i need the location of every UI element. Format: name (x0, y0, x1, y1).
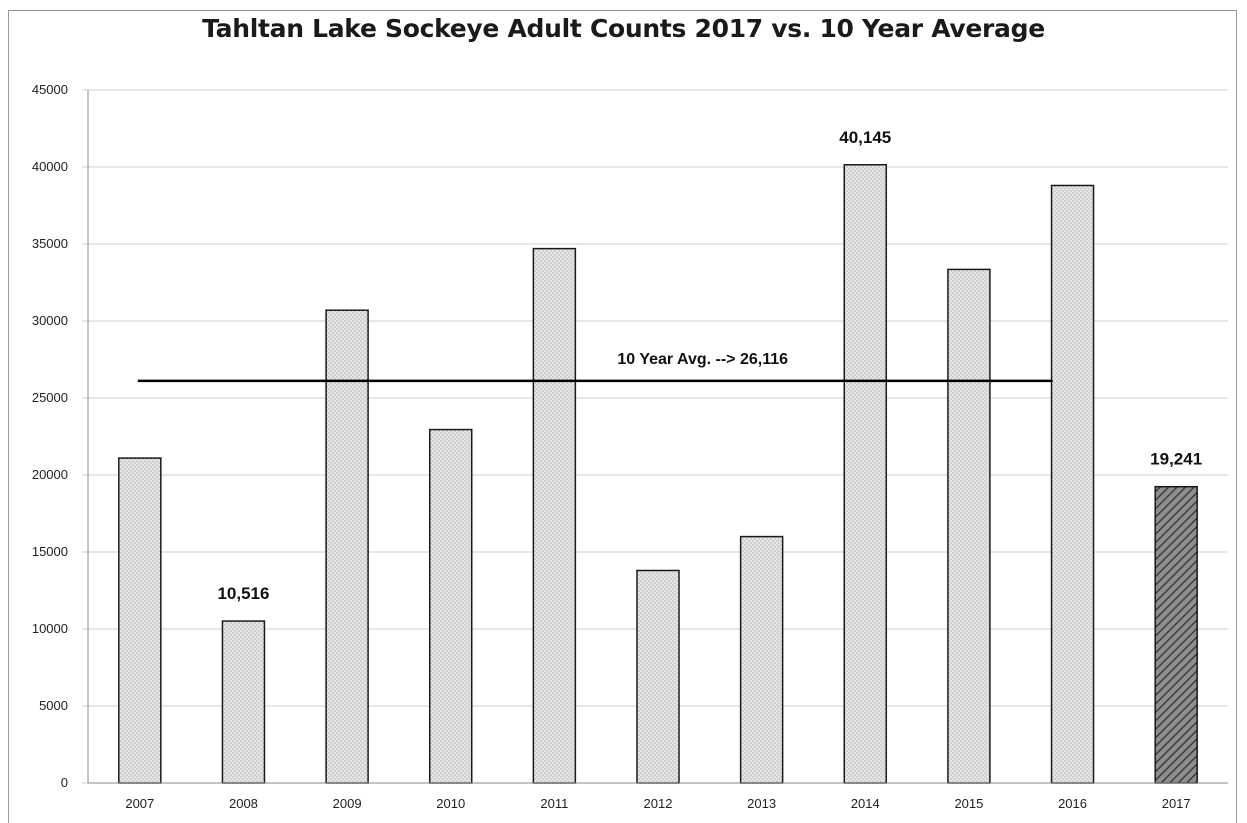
x-tick-label: 2015 (954, 796, 983, 811)
bar-2009 (325, 309, 369, 784)
y-tick-label: 30000 (32, 313, 68, 328)
x-tick-label: 2017 (1162, 796, 1191, 811)
y-tick-label: 0 (61, 775, 68, 790)
bar-2015 (947, 268, 991, 784)
y-tick-label: 25000 (32, 390, 68, 405)
x-axis: 2007 2008 2009 2010 2011 2012 2013 2014 2015 2016… (88, 782, 1228, 811)
bar-2012 (636, 569, 680, 784)
y-tick-label: 5000 (39, 698, 68, 713)
bar-2013 (739, 535, 784, 784)
y-tick-label: 10000 (32, 621, 68, 636)
x-tick-label: 2010 (436, 796, 465, 811)
x-tick-label: 2014 (851, 796, 880, 811)
chart-title: Tahltan Lake Sockeye Adult Counts 2017 v… (202, 14, 1045, 43)
bar-2010 (428, 428, 473, 784)
y-tick-label: 35000 (32, 236, 68, 251)
y-tick-label: 20000 (32, 467, 68, 482)
y-axis: 0 5000 10000 15000 20000 25000 30000 35000 40000… (32, 82, 89, 790)
data-labels: 10,516 40,145 19,241 (217, 128, 1202, 603)
average-line-label: 10 Year Avg. --> 26,116 (617, 351, 788, 368)
x-tick-label: 2011 (540, 796, 568, 811)
bar-2007 (118, 457, 162, 784)
y-tick-label: 45000 (32, 82, 68, 97)
x-tick-label: 2012 (644, 796, 673, 811)
bars (118, 164, 1198, 784)
x-tick-label: 2016 (1058, 796, 1087, 811)
bar-2016 (1050, 184, 1095, 784)
x-tick-label: 2008 (229, 796, 258, 811)
x-tick-label: 2013 (747, 796, 776, 811)
bar-2017 (1154, 485, 1198, 784)
data-label-2008: 10,516 (217, 584, 269, 603)
bar-2011 (532, 247, 577, 784)
average-line-group: 10 Year Avg. --> 26,116 (137, 351, 1053, 383)
x-tick-label: 2009 (333, 796, 362, 811)
y-tick-label: 40000 (32, 159, 68, 174)
bar-2014 (843, 164, 888, 784)
data-label-2017: 19,241 (1150, 450, 1202, 469)
grid-lines (82, 89, 1228, 784)
chart-frame (8, 10, 1237, 823)
bar-2008 (221, 620, 266, 784)
y-tick-label: 15000 (32, 544, 68, 559)
x-tick-label: 2007 (125, 796, 154, 811)
data-label-2014: 40,145 (839, 128, 891, 147)
